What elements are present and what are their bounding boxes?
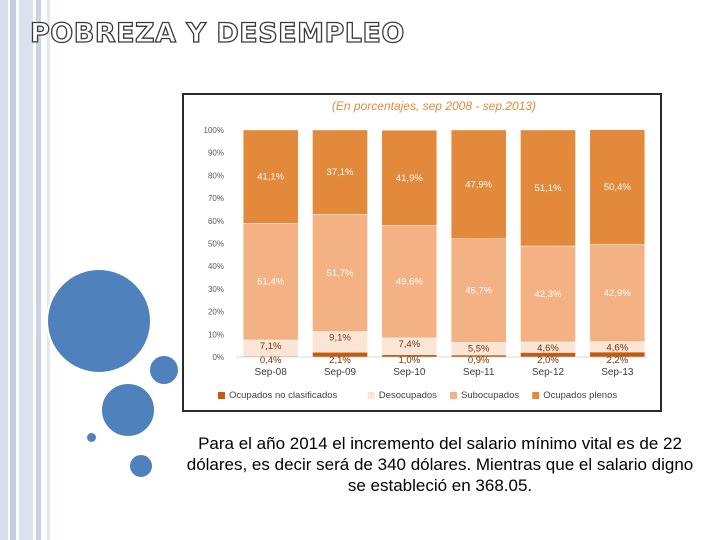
left-decorative-stripe (19, 0, 33, 540)
left-decorative-stripe (0, 0, 8, 540)
decorative-circle-tiny (85, 431, 98, 444)
chart-frame: (En porcentajes, sep 2008 - sep.2013) 0% 1… (182, 93, 662, 412)
data-label: 7,4% (399, 339, 421, 350)
data-label: 1,0% (399, 355, 421, 366)
left-decorative-stripe (47, 0, 50, 540)
bar-segment (589, 129, 646, 245)
decorative-circle-medium (100, 382, 156, 438)
slide-title: POBREZA Y DESEMPLEO (29, 17, 405, 49)
left-decorative-stripe (10, 0, 16, 540)
bar-segment (381, 225, 438, 339)
y-tick-label: 90% (208, 149, 224, 158)
data-label: 45,7% (465, 286, 492, 297)
decorative-circle-small (128, 453, 154, 479)
y-tick-label: 100% (204, 126, 224, 135)
data-label: 5,5% (468, 343, 490, 354)
data-label: 0,4% (260, 355, 282, 366)
y-tick-label: 20% (208, 308, 224, 317)
data-label: 37,1% (327, 167, 354, 178)
left-decorative-stripe (36, 0, 41, 540)
chart-title: (En porcentajes, sep 2008 - sep.2013) (332, 99, 536, 113)
legend-entry: Desocupados (379, 390, 437, 401)
data-label: 51,1% (535, 183, 562, 194)
legend-swatch (218, 392, 225, 399)
y-tick-label: 10% (208, 330, 224, 339)
data-label: 49,6% (396, 277, 423, 288)
legend-swatch (367, 392, 375, 399)
data-label: 2,2% (607, 355, 629, 366)
x-tick-label: Sep-10 (393, 367, 426, 378)
x-tick-label: Sep-09 (324, 367, 357, 378)
y-tick-label: 0% (212, 353, 224, 362)
data-label: 2,0% (537, 355, 559, 366)
data-label: 50,4% (604, 182, 631, 193)
bar-segment (589, 243, 646, 342)
legend-entry: Subocupados (461, 390, 519, 401)
bar-segment (381, 130, 438, 226)
y-tick-label: 30% (208, 285, 224, 294)
legend-swatch (532, 392, 540, 399)
y-tick-label: 80% (208, 171, 224, 180)
y-tick-label: 50% (208, 240, 224, 249)
y-tick-label: 70% (208, 194, 224, 203)
data-label: 42,3% (535, 289, 562, 300)
data-label: 42,9% (604, 288, 631, 299)
decorative-circle-large (46, 268, 152, 374)
data-label: 41,9% (396, 173, 423, 184)
bar-segment (520, 245, 576, 343)
decorative-circle-small (148, 354, 180, 386)
data-label: 9,1% (329, 333, 351, 344)
bar-segment (242, 223, 299, 341)
bar-segment (312, 129, 368, 215)
data-label: 0,9% (468, 355, 490, 366)
data-label: 7,1% (260, 341, 282, 352)
bar-segment (450, 129, 507, 239)
x-tick-label: Sep-13 (601, 367, 634, 378)
data-label: 2,1% (329, 355, 351, 366)
legend-swatch (450, 392, 457, 399)
stacked-bar-chart: (En porcentajes, sep 2008 - sep.2013) 0% 1… (204, 99, 647, 401)
data-label: 51,4% (257, 277, 284, 288)
y-tick-label: 40% (208, 262, 224, 271)
x-tick-label: Sep-11 (463, 367, 495, 378)
data-label: 47,9% (465, 179, 492, 190)
x-tick-label: Sep-08 (255, 367, 288, 378)
data-label: 51,7% (327, 268, 354, 279)
data-label: 41,1% (257, 172, 284, 183)
data-label: 4,6% (607, 343, 629, 354)
data-label: 4,6% (537, 343, 559, 354)
bar-segment (520, 129, 576, 247)
legend-entry: Ocupados plenos (543, 390, 617, 401)
y-tick-label: 60% (208, 217, 224, 226)
legend-entry: Ocupados no clasificados (229, 390, 338, 401)
bar-segment (450, 238, 507, 343)
slide-caption: Para el año 2014 el incremento del salar… (186, 434, 694, 495)
x-tick-label: Sep-12 (532, 367, 565, 378)
bar-segment (242, 129, 299, 224)
